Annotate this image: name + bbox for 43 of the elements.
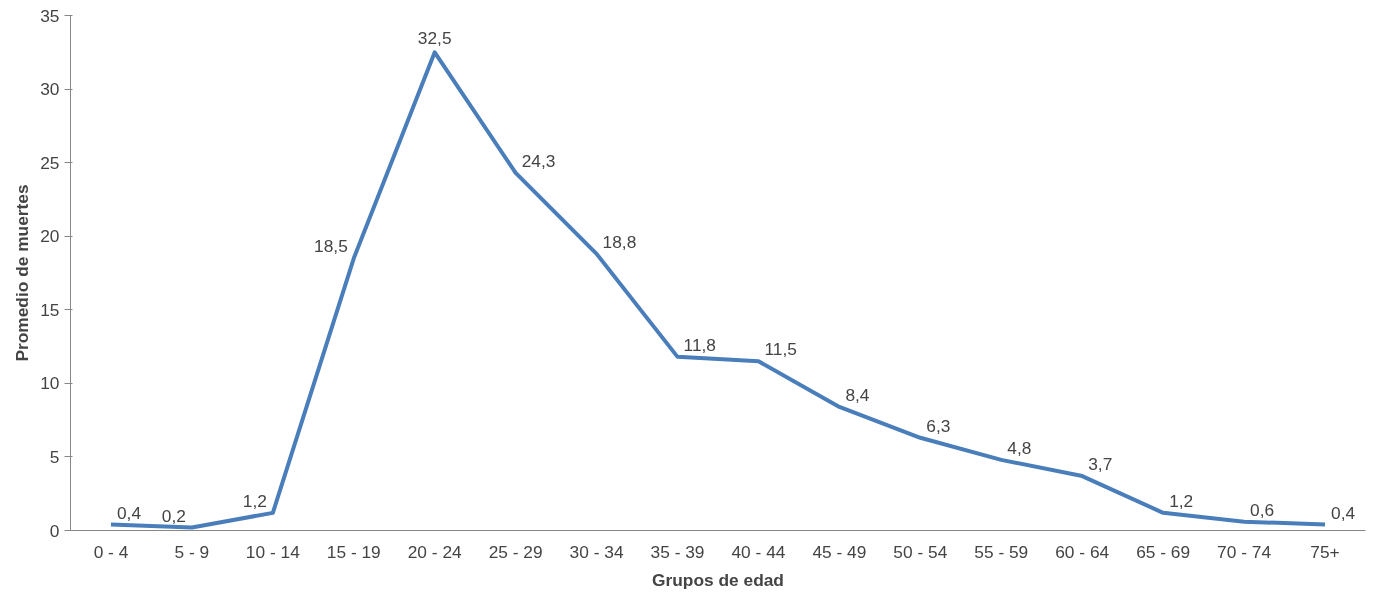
y-tick-label: 10 (40, 373, 60, 394)
data-label: 11,5 (764, 339, 797, 360)
x-tick-label: 35 - 39 (650, 541, 705, 562)
data-label: 1,2 (1169, 490, 1194, 511)
x-tick-label: 5 - 9 (174, 541, 210, 562)
data-label: 8,4 (845, 384, 870, 405)
x-tick-label: 65 - 69 (1136, 541, 1191, 562)
y-tick-label: 25 (40, 152, 60, 173)
y-axis-title: Promedio de muertes (12, 184, 33, 362)
x-tick-label: 55 - 59 (974, 541, 1029, 562)
x-tick-label: 30 - 34 (569, 541, 624, 562)
y-tick-label: 30 (40, 79, 60, 100)
data-label: 24,3 (521, 150, 556, 171)
x-tick-label: 15 - 19 (326, 541, 381, 562)
y-tick-label: 15 (40, 299, 60, 320)
x-axis-title: Grupos de edad (652, 569, 784, 590)
data-label: 32,5 (417, 28, 452, 49)
y-tick-label: 0 (49, 520, 60, 541)
data-label: 0,6 (1250, 499, 1275, 520)
data-label: 1,2 (242, 490, 267, 511)
x-tick-label: 40 - 44 (731, 541, 786, 562)
y-tick-label: 5 (49, 446, 60, 467)
x-tick-label: 0 - 4 (93, 541, 129, 562)
data-label: 11,8 (683, 334, 716, 355)
data-label: 18,8 (602, 231, 637, 252)
data-label: 0,4 (1331, 502, 1356, 523)
data-label: 0,4 (116, 502, 142, 523)
data-label: 0,2 (161, 505, 186, 526)
x-tick-label: 10 - 14 (245, 541, 301, 562)
y-tick-label: 20 (40, 226, 60, 247)
data-label: 4,8 (1007, 437, 1032, 458)
y-tick-label: 35 (40, 5, 60, 26)
x-tick-label: 25 - 29 (488, 541, 543, 562)
x-tick-label: 20 - 24 (407, 541, 463, 562)
line-series (108, 50, 1328, 530)
data-label: 18,5 (314, 236, 348, 257)
x-tick-label: 45 - 49 (812, 541, 867, 562)
x-tick-label: 60 - 64 (1055, 541, 1110, 562)
x-tick-label: 75+ (1310, 541, 1340, 562)
data-label: 6,3 (926, 415, 951, 436)
x-tick-label: 70 - 74 (1217, 541, 1272, 562)
x-tick-label: 50 - 54 (893, 541, 948, 562)
data-label: 3,7 (1088, 454, 1113, 475)
